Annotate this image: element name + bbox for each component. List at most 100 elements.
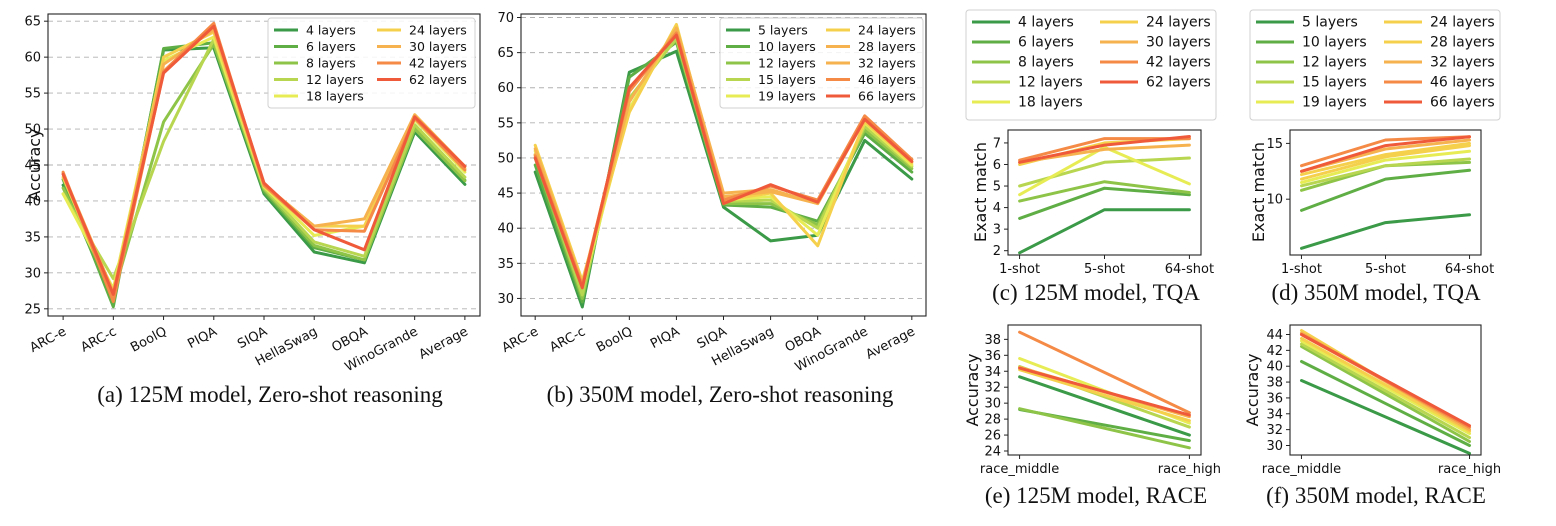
y-tick-label: 50 — [24, 123, 41, 138]
y-tick-label: 6 — [993, 158, 1001, 173]
y-tick-label: 65 — [497, 46, 514, 61]
subfigure-caption: (a) 125M model, Zero-shot reasoning — [97, 382, 443, 407]
y-tick-label: 45 — [497, 187, 514, 202]
y-tick-label: 30 — [1266, 439, 1283, 454]
subfigure-caption: (e) 125M model, RACE — [985, 483, 1207, 508]
legend-entry-label: 46 layers — [1430, 75, 1495, 91]
series-line-6-layers — [1018, 186, 1191, 220]
x-tick-label: BoolQ — [128, 324, 169, 355]
x-tick-label: 5-shot — [1084, 262, 1125, 277]
y-tick-label: 38 — [984, 333, 1001, 348]
x-tick-label: race_middle — [980, 462, 1059, 477]
plot-frame — [1289, 324, 1482, 456]
legend-box — [719, 17, 924, 109]
legend-entry-label: 18 layers — [1018, 95, 1083, 111]
x-tick-label: PIQA — [185, 324, 219, 352]
legend-entry-label: 66 layers — [858, 89, 916, 104]
series-line-5-layers — [1300, 379, 1471, 455]
y-tick-label: 55 — [24, 87, 41, 102]
y-tick-label: 40 — [1266, 360, 1283, 375]
y-tick-label: 35 — [24, 230, 41, 245]
y-tick-label: 24 — [984, 445, 1001, 460]
x-tick-label: race_high — [1158, 462, 1221, 477]
y-tick-label: 60 — [497, 81, 514, 96]
series-line-8-layers — [1018, 407, 1191, 450]
y-tick-label: 4 — [993, 201, 1001, 216]
x-tick-label: 1-shot — [999, 262, 1040, 277]
x-tick-label: 64-shot — [1165, 262, 1214, 277]
legend-entry-label: 66 layers — [1430, 95, 1495, 111]
x-tick-label: ARC-e — [500, 324, 542, 356]
series-line-4-layers — [1018, 375, 1191, 437]
legend-entry-label: 28 layers — [858, 39, 916, 54]
y-tick-label: 32 — [984, 381, 1001, 396]
legend-entry-label: 24 layers — [1430, 15, 1495, 31]
legend-entry-label: 62 layers — [1146, 75, 1211, 91]
series-line-62-layers — [1018, 135, 1191, 164]
x-tick-label: PIQA — [648, 324, 682, 352]
y-tick-label: 7 — [993, 136, 1001, 151]
y-tick-label: 44 — [1266, 328, 1283, 343]
legend-entry-label: 32 layers — [858, 56, 916, 71]
legend-entry-label: 5 layers — [758, 23, 808, 38]
y-tick-label: 42 — [1266, 344, 1283, 359]
legend-entry-label: 10 layers — [1302, 35, 1367, 51]
x-tick-label: Average — [417, 324, 471, 362]
y-tick-label: 30 — [984, 397, 1001, 412]
x-tick-label: SIQA — [235, 324, 270, 352]
legend-entry-label: 8 layers — [306, 56, 356, 71]
series-line-42-layers — [1018, 330, 1191, 415]
subfigure-caption: (b) 350M model, Zero-shot reasoning — [547, 382, 894, 407]
y-tick-label: 40 — [497, 222, 514, 237]
legend-entry-label: 12 layers — [758, 56, 816, 71]
y-axis-label: Accuracy — [25, 128, 44, 201]
y-tick-label: 30 — [24, 266, 41, 281]
legend-entry-label: 28 layers — [1430, 35, 1495, 51]
y-axis-label: Exact match — [1249, 142, 1268, 242]
y-tick-label: 25 — [24, 302, 41, 317]
y-tick-label: 5 — [993, 180, 1001, 195]
series-line-10-layers — [1300, 168, 1471, 212]
legend: 5 layers 10 layers 12 layers 15 layers 19 la… — [1249, 9, 1501, 121]
legend-entry-label: 5 layers — [1302, 15, 1358, 31]
legend-entry-label: 10 layers — [758, 39, 816, 54]
legend-entry-label: 6 layers — [1018, 35, 1074, 51]
y-tick-label: 36 — [984, 349, 1001, 364]
legend-box — [267, 17, 476, 109]
legend-entry-label: 30 layers — [409, 39, 467, 54]
subfigure-caption: (f) 350M model, RACE — [1266, 483, 1486, 508]
y-tick-label: 3 — [993, 223, 1001, 238]
series-line-66-layers — [1300, 333, 1471, 428]
y-axis-label: Exact match — [971, 142, 990, 242]
x-tick-label: race_high — [1438, 462, 1501, 477]
legend-entry-label: 19 layers — [1302, 95, 1367, 111]
y-axis-label: Accuracy — [1243, 353, 1262, 426]
y-tick-label: 60 — [24, 51, 41, 66]
y-tick-label: 32 — [1266, 423, 1283, 438]
series-line-15-layers — [1300, 157, 1471, 188]
y-tick-label: 30 — [497, 292, 514, 307]
series-line-24-layers — [1300, 144, 1471, 181]
y-tick-label: 70 — [497, 11, 514, 26]
series-line-18-layers — [1018, 145, 1191, 197]
series-line-66-layers — [533, 33, 914, 290]
legend-entry-label: 8 layers — [1018, 55, 1074, 71]
y-tick-label: 2 — [993, 244, 1001, 259]
legend-entry-label: 62 layers — [409, 72, 467, 87]
legend-entry-label: 46 layers — [858, 72, 916, 87]
chart-c: 2 3 4 5 6 7 1-shot 5-shot 64-shot Exact match 4 la… — [965, 9, 1217, 305]
legend-entry-label: 15 layers — [1302, 75, 1367, 91]
y-tick-label: 26 — [984, 429, 1001, 444]
series-line-5-layers — [1300, 213, 1471, 250]
y-tick-label: 34 — [1266, 407, 1283, 422]
legend-entry-label: 42 layers — [1146, 55, 1211, 71]
chart-a: 25 30 35 40 45 50 55 60 65 ARC-e ARC-c BoolQ PIQA SIQ… — [24, 13, 481, 407]
y-tick-label: 28 — [984, 413, 1001, 428]
y-axis-label: Accuracy — [963, 353, 982, 426]
series-line-62-layers — [61, 24, 467, 296]
